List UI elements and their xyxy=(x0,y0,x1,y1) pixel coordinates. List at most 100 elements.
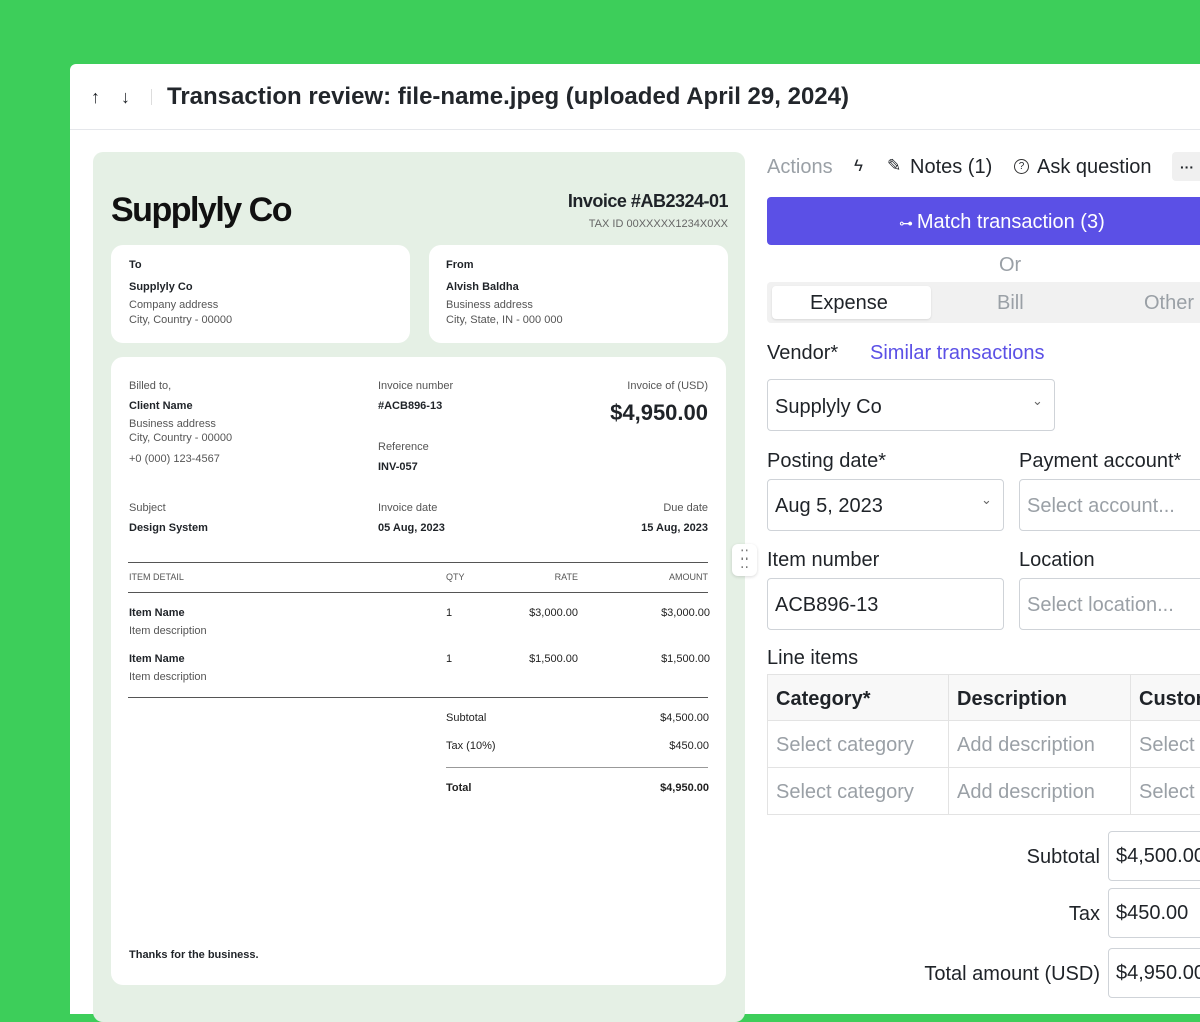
rule xyxy=(128,697,708,698)
match-text: Match transaction (3) xyxy=(916,211,1105,233)
value: 05 Aug, 2023 xyxy=(378,522,445,534)
item-qty: 1 xyxy=(446,653,453,665)
label: Subject xyxy=(129,502,166,514)
cell-placeholder: Add description xyxy=(957,734,1095,756)
separator xyxy=(151,89,152,105)
page-title: Transaction review: file-name.jpeg (uplo… xyxy=(167,83,849,110)
total-label: Tax (10%) xyxy=(446,740,496,752)
field-label: Location xyxy=(1019,549,1095,571)
column-header: Description xyxy=(957,688,1068,710)
cell-placeholder: Select xyxy=(1139,781,1195,803)
total-input[interactable] xyxy=(1108,888,1200,938)
column-header: QTY xyxy=(446,572,465,582)
column-header: RATE xyxy=(554,572,578,582)
prev-button[interactable]: ↑ xyxy=(91,87,100,107)
field-label: Vendor* xyxy=(767,342,839,364)
label: Billed to, xyxy=(129,380,172,392)
item-name: Item Name xyxy=(129,653,185,665)
total-input[interactable] xyxy=(1108,948,1200,998)
chevron: ⌄ xyxy=(981,492,992,507)
address: City, State, IN - 000 000 xyxy=(446,314,563,326)
date-select[interactable] xyxy=(767,479,1004,531)
match-label: ⊶ Match transaction (3) xyxy=(899,212,1105,232)
match-button[interactable] xyxy=(767,197,1200,245)
section-title: Line items xyxy=(767,647,859,669)
chevron: ⌄ xyxy=(1032,393,1043,408)
to-card xyxy=(111,245,410,343)
total-label: Total amount (USD) xyxy=(924,963,1100,985)
value: #ACB896-13 xyxy=(378,400,443,412)
total-label: Total xyxy=(446,782,472,794)
label: From xyxy=(446,259,474,271)
location-select[interactable] xyxy=(1019,578,1200,630)
next-button[interactable]: ↓ xyxy=(121,87,130,107)
bolt-icon[interactable]: ϟ xyxy=(854,156,863,175)
similar-link[interactable]: Similar transactions xyxy=(870,342,1045,364)
notes-button[interactable]: Notes (1) xyxy=(910,156,993,178)
label: Due date xyxy=(663,502,708,514)
cell-placeholder: Select category xyxy=(776,734,914,756)
invoice-card xyxy=(111,357,726,985)
address: City, Country - 00000 xyxy=(129,432,233,444)
tab[interactable]: Bill xyxy=(997,292,1024,314)
label: Invoice date xyxy=(378,502,438,514)
total-label: Subtotal xyxy=(446,712,487,724)
footer-note: Thanks for the business. xyxy=(129,949,259,961)
or-label: Or xyxy=(999,254,1022,276)
tab[interactable]: Other xyxy=(1144,292,1195,314)
label: Invoice of (USD) xyxy=(627,380,708,392)
total-label: Subtotal xyxy=(1026,846,1100,868)
header-divider xyxy=(70,129,1200,130)
cell-placeholder: Add description xyxy=(957,781,1095,803)
label: Reference xyxy=(378,441,429,453)
address: City, Country - 00000 xyxy=(129,314,233,326)
field-label: Posting date* xyxy=(767,450,886,472)
placeholder: Select account... xyxy=(1027,495,1175,517)
field-label: Item number xyxy=(767,549,880,571)
item-number-input[interactable] xyxy=(767,578,1004,630)
more-button[interactable] xyxy=(1172,152,1200,181)
item-rate: $3,000.00 xyxy=(529,607,578,619)
total-input[interactable] xyxy=(1108,831,1200,881)
pencil-icon: ✎ xyxy=(887,156,902,175)
resize-handle[interactable]: ⁚⁚ ⁚⁚ xyxy=(732,544,757,576)
table-cell[interactable] xyxy=(1130,767,1200,815)
match-icon: ⊶ xyxy=(899,215,917,231)
cell-placeholder: Select category xyxy=(776,781,914,803)
total-label: Tax xyxy=(1068,903,1100,925)
more-label: ··· xyxy=(1180,159,1194,175)
placeholder: Select location... xyxy=(1027,594,1174,616)
item-description: Item description xyxy=(129,671,207,683)
total-value: $4,500.00 xyxy=(660,712,709,724)
phone: +0 (000) 123-4567 xyxy=(129,453,220,465)
column-header: ITEM DETAIL xyxy=(129,572,184,582)
input-value: ACB896-13 xyxy=(775,594,879,616)
total-value: $4,950.00 xyxy=(1116,962,1200,984)
item-amount: $3,000.00 xyxy=(661,607,710,619)
total-value: $450.00 xyxy=(1116,902,1189,924)
tax-id: TAX ID 00XXXXX1234X0XX xyxy=(588,218,728,230)
address: Company address xyxy=(129,299,219,311)
label: Invoice number xyxy=(378,380,454,392)
item-qty: 1 xyxy=(446,607,453,619)
vendor-select[interactable] xyxy=(767,379,1055,431)
tab-active xyxy=(772,286,931,319)
invoice-amount: $4,950.00 xyxy=(610,400,708,425)
total-value: $450.00 xyxy=(669,740,709,752)
company-logo: Supplyly Co xyxy=(111,191,292,229)
value: Design System xyxy=(129,522,208,534)
address: Business address xyxy=(446,299,533,311)
page: Transaction review {"header": {"title": … xyxy=(70,64,1200,1022)
tab[interactable]: Expense xyxy=(810,292,888,314)
field-label: Payment account* xyxy=(1019,450,1182,472)
rule xyxy=(128,592,708,593)
help-icon: ? xyxy=(1014,159,1029,174)
account-select[interactable] xyxy=(1019,479,1200,531)
invoice-number-title: Invoice #AB2324-01 xyxy=(567,191,729,211)
name: Alvish Baldha xyxy=(446,281,519,293)
label: To xyxy=(129,259,142,271)
ask-question-button[interactable]: Ask question xyxy=(1037,156,1152,178)
cell-placeholder: Select xyxy=(1139,734,1195,756)
total-value: $4,950.00 xyxy=(660,782,709,794)
column-header: Category* xyxy=(776,688,871,710)
